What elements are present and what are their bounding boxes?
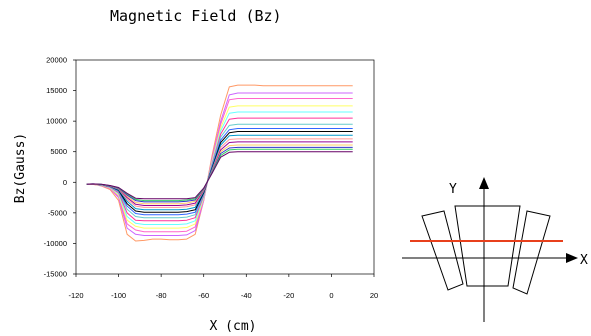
x-axis-label: X (cm)	[210, 319, 257, 334]
center-magnet-pole	[454, 205, 521, 287]
inset-x-label: X	[580, 253, 588, 268]
y-tick-label: -5000	[48, 208, 67, 217]
x-tick-label: -120	[68, 291, 83, 300]
series-line-11	[86, 138, 353, 208]
chart-title: Magnetic Field (Bz)	[110, 7, 282, 25]
inset-y-arrow	[479, 177, 489, 189]
y-axis-label: Bz(Gauss)	[13, 133, 28, 203]
series-line-8	[86, 128, 353, 216]
x-tick-label: -100	[111, 291, 126, 300]
series-line-4	[86, 105, 353, 229]
series-line-5	[86, 111, 353, 225]
series-line-2	[86, 92, 353, 236]
y-tick-label: 20000	[46, 56, 67, 65]
x-tick-label: 20	[370, 291, 378, 300]
inset-x-arrow	[566, 253, 578, 263]
series-line-13	[86, 144, 353, 205]
magnet-inset: Y X	[402, 177, 588, 322]
series-line-3	[86, 98, 353, 233]
series-layer	[86, 84, 353, 242]
y-tick-label: 15000	[46, 86, 67, 95]
y-ticks: 20000 15000 10000 5000 0 -5000 -10000 -15000	[44, 56, 76, 279]
y-tick-label: 10000	[46, 117, 67, 126]
plot-area	[75, 59, 375, 275]
inset-y-label: Y	[449, 182, 457, 197]
y-tick-label: 5000	[50, 147, 67, 156]
series-line-14	[86, 146, 353, 203]
x-tick-label: -40	[241, 291, 252, 300]
x-tick-label: -20	[283, 291, 294, 300]
y-tick-label: -15000	[44, 270, 67, 279]
left-magnet-pole	[421, 210, 464, 291]
x-tick-label: -80	[156, 291, 167, 300]
right-magnet-pole	[512, 210, 551, 295]
y-tick-label: -10000	[44, 239, 67, 248]
series-line-10	[86, 134, 353, 211]
y-tick-label: 0	[63, 178, 67, 187]
series-line-6	[86, 117, 353, 222]
series-line-1	[86, 84, 353, 242]
series-line-9	[86, 131, 353, 213]
x-tick-label: -60	[198, 291, 209, 300]
x-ticks: -120 -100 -80 -60 -40 -20 0 20	[68, 274, 378, 300]
series-line-7	[86, 123, 353, 219]
x-tick-label: 0	[329, 291, 333, 300]
series-line-16	[86, 151, 353, 200]
series-line-15	[86, 148, 353, 202]
series-line-12	[86, 141, 353, 206]
